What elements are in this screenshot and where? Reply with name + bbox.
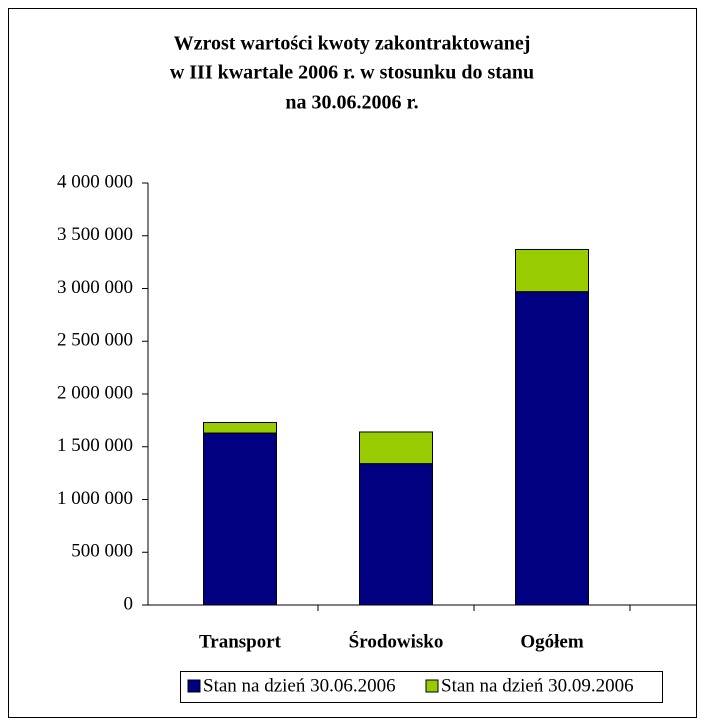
bar-segment bbox=[359, 431, 433, 465]
y-tick-label: 0 bbox=[124, 593, 134, 614]
legend-box bbox=[180, 671, 663, 703]
chart-title: na 30.06.2006 r. bbox=[285, 92, 418, 114]
bar-segment bbox=[203, 432, 277, 606]
chart-title: w III kwartale 2006 r. w stosunku do sta… bbox=[170, 62, 534, 84]
bar-segment bbox=[515, 291, 589, 606]
bar-segment bbox=[359, 463, 433, 606]
legend-swatch bbox=[187, 679, 201, 693]
y-tick-label: 1 000 000 bbox=[57, 488, 133, 509]
y-tick-label: 1 500 000 bbox=[57, 435, 133, 456]
y-tick-label: 3 500 000 bbox=[57, 224, 133, 245]
y-tick-label: 4 000 000 bbox=[57, 171, 133, 192]
chart-frame bbox=[8, 8, 697, 718]
bar-segment bbox=[515, 248, 589, 293]
legend-label: Stan na dzień 30.09.2006 bbox=[441, 675, 634, 696]
bar-segment bbox=[203, 421, 277, 434]
y-tick-label: 2 500 000 bbox=[57, 330, 133, 351]
x-tick-label: Transport bbox=[199, 631, 282, 652]
legend-swatch bbox=[425, 679, 439, 693]
y-tick-label: 3 000 000 bbox=[57, 277, 133, 298]
x-tick-label: Środowisko bbox=[349, 630, 444, 652]
y-tick-label: 500 000 bbox=[71, 541, 133, 562]
x-tick-label: Ogółem bbox=[520, 631, 583, 652]
y-tick-label: 2 000 000 bbox=[57, 382, 133, 403]
legend-label: Stan na dzień 30.06.2006 bbox=[203, 675, 396, 696]
chart-title: Wzrost wartości kwoty zakontraktowanej bbox=[174, 33, 531, 55]
